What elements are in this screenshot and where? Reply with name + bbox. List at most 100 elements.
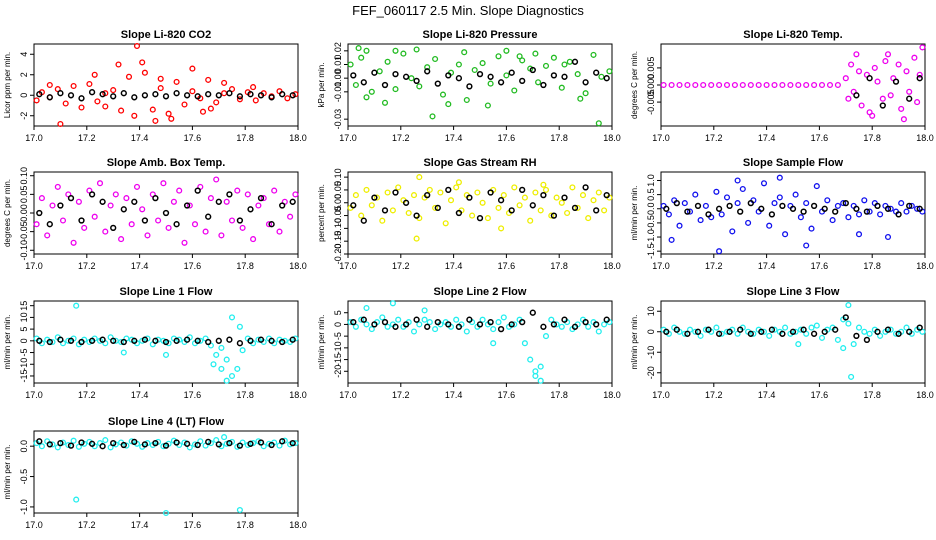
data-point-secondary bbox=[268, 441, 275, 449]
y-tick-label: -0.01 bbox=[333, 82, 343, 103]
data-point bbox=[845, 302, 852, 309]
data-point-secondary bbox=[663, 205, 670, 212]
y-tick-label: 10 bbox=[19, 312, 29, 322]
data-point bbox=[532, 50, 539, 57]
data-point bbox=[829, 217, 836, 224]
data-point bbox=[94, 98, 101, 105]
data-point-secondary bbox=[424, 68, 431, 75]
data-point bbox=[908, 202, 915, 209]
data-point bbox=[797, 326, 804, 333]
y-tick-label: 1.0 bbox=[646, 174, 656, 187]
data-point bbox=[595, 189, 602, 196]
data-point bbox=[739, 81, 746, 89]
data-point-secondary bbox=[508, 207, 515, 214]
data-point bbox=[866, 330, 873, 337]
data-point bbox=[176, 187, 183, 194]
x-tick-label: 17.8 bbox=[550, 133, 568, 143]
data-point bbox=[255, 202, 262, 209]
data-point-secondary bbox=[571, 58, 579, 65]
data-point-secondary bbox=[279, 338, 286, 346]
data-point bbox=[813, 183, 820, 190]
data-point bbox=[57, 120, 64, 128]
data-point-secondary bbox=[715, 330, 723, 337]
y-tick-label: -0.15 bbox=[333, 231, 343, 252]
data-point-secondary bbox=[183, 92, 191, 99]
plot-frame bbox=[347, 43, 613, 127]
data-point-secondary bbox=[540, 81, 547, 89]
data-point-secondary bbox=[67, 442, 75, 449]
data-point-secondary bbox=[57, 202, 64, 209]
data-point bbox=[250, 236, 257, 243]
x-tick-label: 17.8 bbox=[236, 133, 254, 143]
data-point-secondary bbox=[884, 326, 892, 333]
data-point-secondary bbox=[183, 440, 191, 447]
data-point bbox=[532, 368, 539, 375]
data-point bbox=[223, 377, 230, 384]
data-point-secondary bbox=[205, 438, 212, 446]
chart-title: Slope Line 2 Flow bbox=[434, 286, 527, 298]
data-point-secondary bbox=[874, 328, 881, 335]
data-point-secondary bbox=[413, 316, 420, 323]
y-tick-label: 5 bbox=[333, 310, 343, 315]
data-point-secondary bbox=[67, 92, 75, 99]
data-point bbox=[352, 192, 359, 199]
data-point bbox=[792, 328, 799, 335]
data-point-secondary bbox=[257, 336, 265, 343]
x-tick-label: 17.2 bbox=[705, 261, 723, 271]
data-point bbox=[906, 88, 913, 95]
data-point-secondary bbox=[603, 75, 610, 82]
data-point-secondary bbox=[110, 439, 117, 447]
data-point bbox=[123, 442, 130, 449]
data-point bbox=[413, 46, 420, 53]
data-point-secondary bbox=[120, 441, 127, 449]
data-point bbox=[845, 320, 852, 327]
data-point bbox=[447, 197, 455, 204]
data-point bbox=[46, 81, 53, 89]
y-tick-label: 0 bbox=[19, 338, 29, 343]
data-point bbox=[86, 80, 93, 88]
data-point bbox=[834, 336, 841, 343]
chart-panel: Slope Line 2 Flow ml/min per min. 17.0 17.2… bbox=[317, 286, 621, 400]
data-point-secondary bbox=[141, 441, 149, 448]
data-point bbox=[808, 324, 815, 331]
data-point-secondary bbox=[895, 330, 902, 337]
data-point bbox=[352, 81, 359, 89]
data-point bbox=[218, 232, 225, 239]
x-tick-label: 17.0 bbox=[339, 390, 357, 400]
data-point bbox=[181, 239, 188, 246]
data-point-secondary bbox=[131, 198, 138, 205]
data-point bbox=[895, 61, 902, 68]
data-point-secondary bbox=[434, 80, 441, 87]
plot-frame bbox=[33, 300, 299, 384]
data-point-secondary bbox=[842, 199, 849, 207]
y-tick-label: -15 bbox=[19, 369, 29, 382]
data-point bbox=[400, 50, 407, 57]
data-point bbox=[368, 88, 375, 95]
data-point bbox=[692, 81, 699, 89]
data-point bbox=[234, 365, 241, 372]
data-point bbox=[542, 333, 550, 340]
x-tick-label: 17.0 bbox=[652, 261, 670, 271]
data-point bbox=[869, 112, 876, 119]
y-tick-label: -0.20 bbox=[333, 244, 343, 265]
data-point-secondary bbox=[476, 214, 484, 222]
x-tick-label: 17.6 bbox=[184, 390, 202, 400]
data-point bbox=[845, 214, 852, 221]
data-point-secondary bbox=[247, 91, 254, 98]
data-point-secondary bbox=[371, 321, 378, 328]
data-point bbox=[853, 51, 860, 58]
data-point bbox=[561, 61, 568, 68]
data-point bbox=[221, 434, 228, 441]
data-point bbox=[834, 81, 841, 89]
data-point-secondary bbox=[593, 207, 600, 214]
data-point bbox=[511, 321, 518, 328]
data-point-secondary bbox=[120, 90, 127, 97]
data-point bbox=[91, 213, 98, 220]
x-tick-label: 17.4 bbox=[131, 520, 149, 530]
data-point bbox=[495, 204, 502, 211]
data-point bbox=[590, 51, 597, 58]
data-point-secondary bbox=[392, 70, 399, 78]
plot-frame bbox=[33, 430, 299, 514]
data-point bbox=[676, 81, 683, 89]
data-point bbox=[416, 83, 423, 90]
